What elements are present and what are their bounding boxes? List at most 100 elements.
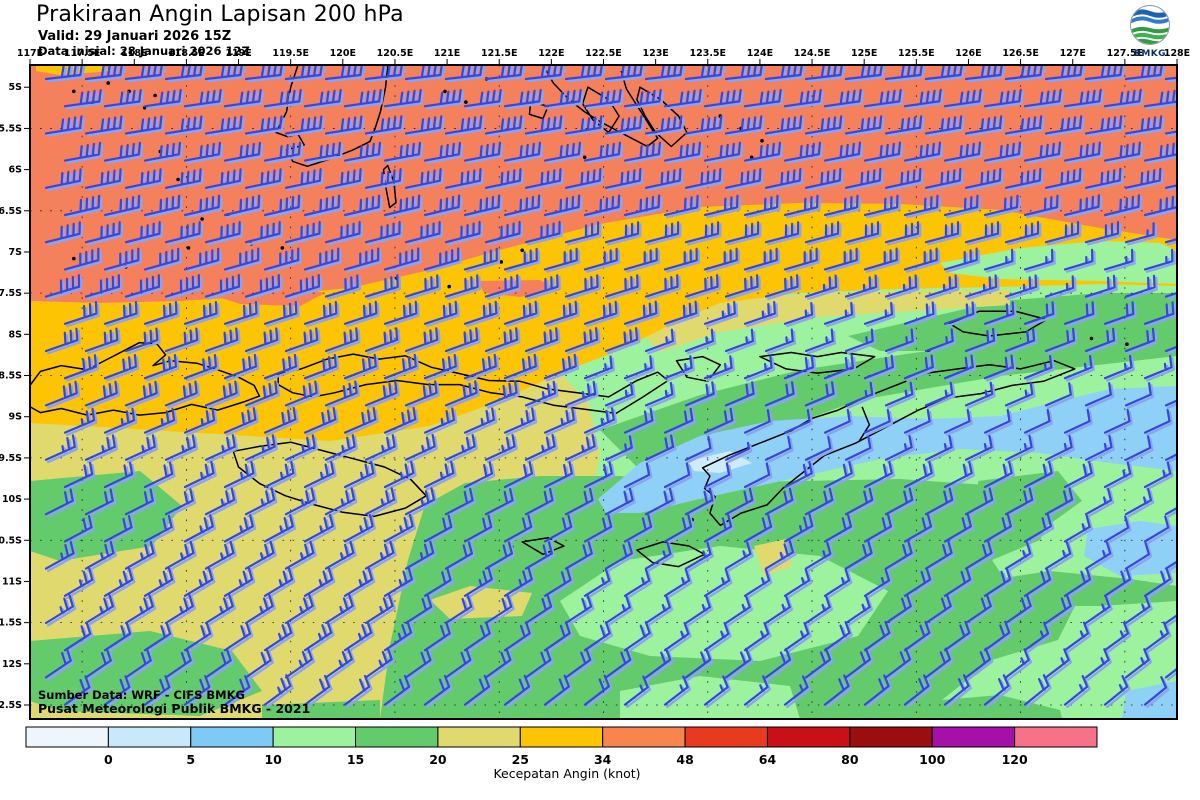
colorbar-tick-label: 15 (347, 752, 364, 767)
colorbar-segment (25, 726, 109, 748)
colorbar-tick-label: 80 (841, 752, 859, 767)
colorbar-segment (272, 726, 357, 748)
longitude-label: 119E (225, 48, 251, 59)
colorbar-tick-label: 120 (1002, 752, 1028, 767)
small-island (186, 246, 191, 250)
wind-barbs-layer (44, 65, 1177, 709)
longitude-label: 123E (642, 48, 668, 59)
small-island (582, 155, 587, 160)
latitude-label: 5S (9, 82, 23, 93)
colorbar-tick-label: 48 (676, 752, 693, 767)
wind-speed-region-blue-east-patch (1084, 521, 1177, 576)
colorbar-segment (107, 726, 192, 748)
longitude-label: 119.5E (272, 48, 309, 59)
colorbar-segment (766, 726, 851, 748)
longitude-label: 125.5E (898, 48, 935, 59)
small-island (499, 260, 504, 264)
longitude-label: 121E (434, 48, 460, 59)
small-island (176, 177, 180, 182)
longitude-label: 124.5E (794, 48, 831, 59)
longitude-label: 127E (1060, 48, 1086, 59)
small-island (72, 256, 76, 261)
colorbar-segment (519, 726, 604, 748)
colorbar-segment (931, 726, 1016, 748)
colorbar-segment (849, 726, 933, 748)
publisher-text: Pusat Meteorologi Publik BMKG - 2021 (38, 701, 311, 716)
small-island (447, 284, 452, 289)
longitude-label: 122.5E (585, 48, 622, 59)
latitude-label: 7S (9, 247, 23, 258)
latitude-label: 5.5S (0, 123, 22, 134)
data-source-text: Sumber Data: WRF - CIFS BMKG (38, 688, 245, 702)
small-island (106, 81, 110, 85)
longitude-label: 117E (17, 48, 43, 59)
longitude-label: 128E (1164, 48, 1190, 59)
latitude-label: 7.5S (0, 288, 22, 299)
longitude-label: 118.5E (168, 48, 205, 59)
latitude-label: 6S (9, 165, 23, 176)
colorbar-tick-label: 34 (594, 752, 612, 767)
latitude-label: 12S (2, 659, 22, 670)
coastline-wetar (948, 310, 1048, 337)
axis-ticks (24, 59, 1178, 706)
longitude-label: 123.5E (689, 48, 726, 59)
longitude-label: 121.5E (481, 48, 518, 59)
small-island (520, 248, 524, 253)
latitude-label: 8S (9, 329, 23, 340)
colorbar-tick-label: 0 (104, 752, 113, 767)
bmkg-logo: BMKG (1126, 3, 1174, 59)
latitude-label: 6.5S (0, 206, 22, 217)
longitude-label: 125E (851, 48, 877, 59)
colorbar-tick-label: 100 (919, 752, 945, 767)
legend-title: Kecepatan Angin (knot) (493, 766, 641, 781)
bmkg-logo-icon (1130, 5, 1170, 45)
longitude-label: 126.5E (1002, 48, 1039, 59)
latitude-label: 12.5S (0, 700, 22, 711)
wind-speed-region-lightgreen-ne-wedge (940, 241, 1177, 284)
longitude-label: 127.5E (1107, 48, 1144, 59)
page-title: Prakiraan Angin Lapisan 200 hPa (36, 2, 404, 27)
longitude-label: 126E (955, 48, 981, 59)
colorbar-segment (684, 726, 768, 748)
colorbar: 0 5 10 15 20 25 34 48 64 80 100 120 (25, 726, 1098, 767)
small-island (200, 217, 204, 221)
latitude-label: 11.5S (0, 618, 22, 629)
longitude-label: 122E (538, 48, 564, 59)
small-island (280, 246, 285, 250)
small-island (760, 139, 764, 143)
wind-speed-region-blue-timor-band (598, 386, 1177, 513)
axis-labels: 117E 117.5E 118E 118.5E 119E 119.5E 120E 120.5E… (0, 48, 1190, 711)
colorbar-segment (190, 726, 274, 748)
colorbar-segment (602, 726, 686, 748)
small-island (153, 93, 157, 98)
longitude-label: 118E (121, 48, 147, 59)
small-island (72, 89, 76, 94)
valid-time: Valid: 29 Januari 2026 15Z (38, 29, 232, 44)
longitude-label: 117.5E (64, 48, 101, 59)
wind-speed-region-lightgreen-patch2 (620, 676, 800, 719)
colorbar-tick-label: 5 (186, 752, 195, 767)
coastline-sawu (521, 537, 565, 556)
latitude-label: 10.5S (0, 535, 22, 546)
wind-speed-region-khaki-band-east (640, 290, 1010, 352)
wind-speed-region-green-east-band (950, 571, 1177, 606)
colorbar-tick-label: 25 (512, 752, 529, 767)
small-island (464, 100, 468, 104)
latitude-label: 11S (2, 576, 22, 587)
longitude-label: 120.5E (377, 48, 414, 59)
latitude-label: 10S (2, 494, 22, 505)
colorbar-tick-label: 64 (759, 752, 777, 767)
bmkg-logo-label: BMKG (1134, 49, 1166, 59)
longitude-label: 120E (330, 48, 356, 59)
colorbar-segment (437, 726, 521, 748)
wind-barbs (44, 65, 1177, 706)
latitude-label: 9.5S (0, 453, 22, 464)
longitude-label: 124E (747, 48, 773, 59)
wind-speed-region-khaki-streak2 (754, 539, 792, 576)
colorbar-segment (355, 726, 439, 748)
latitude-label: 8.5S (0, 371, 22, 382)
coastline-timor-border (858, 406, 871, 442)
coastline-alor-pantar (759, 351, 876, 374)
